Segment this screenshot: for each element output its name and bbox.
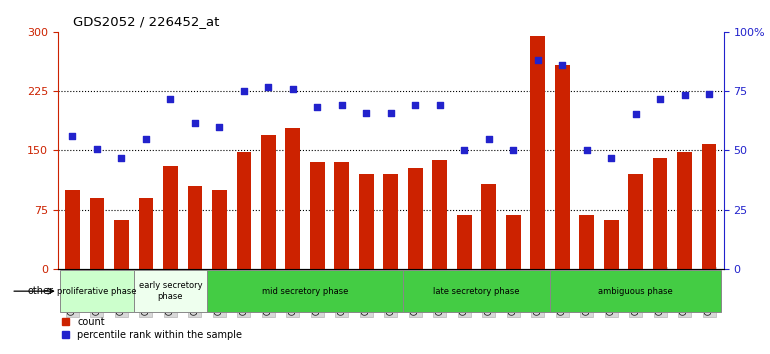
Bar bbox=[481, 184, 496, 269]
Bar bbox=[261, 135, 276, 269]
Bar bbox=[139, 198, 153, 269]
Bar bbox=[653, 158, 668, 269]
Point bbox=[678, 92, 691, 98]
Bar bbox=[628, 174, 643, 269]
Bar bbox=[408, 168, 423, 269]
Bar bbox=[163, 166, 178, 269]
Text: GDS2052 / 226452_at: GDS2052 / 226452_at bbox=[73, 15, 219, 28]
Point bbox=[434, 102, 446, 107]
Bar bbox=[114, 220, 129, 269]
Bar bbox=[383, 174, 398, 269]
FancyBboxPatch shape bbox=[207, 270, 403, 313]
Point bbox=[360, 110, 373, 115]
Bar bbox=[678, 152, 692, 269]
Point bbox=[654, 96, 666, 102]
Point bbox=[213, 124, 226, 130]
Point bbox=[139, 136, 152, 142]
Bar bbox=[433, 160, 447, 269]
Point bbox=[66, 133, 79, 139]
Point bbox=[286, 86, 299, 92]
Point bbox=[507, 148, 520, 153]
Point bbox=[605, 155, 618, 161]
Point bbox=[336, 102, 348, 107]
Bar bbox=[506, 215, 521, 269]
Text: proliferative phase: proliferative phase bbox=[57, 287, 137, 296]
Point bbox=[531, 57, 544, 62]
Text: early secretory
phase: early secretory phase bbox=[139, 281, 203, 301]
Bar bbox=[310, 162, 325, 269]
Text: late secretory phase: late secretory phase bbox=[434, 287, 520, 296]
Point bbox=[630, 111, 642, 117]
Bar bbox=[188, 186, 203, 269]
Bar bbox=[604, 220, 618, 269]
Point bbox=[409, 103, 421, 108]
Bar bbox=[286, 128, 300, 269]
Point bbox=[262, 84, 274, 90]
Point bbox=[164, 96, 176, 102]
Point bbox=[556, 62, 568, 68]
Point bbox=[581, 148, 593, 153]
Text: other: other bbox=[28, 286, 54, 296]
Legend: count, percentile rank within the sample: count, percentile rank within the sample bbox=[58, 313, 246, 344]
Bar bbox=[89, 198, 104, 269]
Point bbox=[116, 155, 128, 161]
Bar bbox=[359, 174, 373, 269]
Bar bbox=[555, 65, 570, 269]
Bar bbox=[701, 144, 716, 269]
Bar bbox=[334, 162, 349, 269]
FancyBboxPatch shape bbox=[134, 270, 207, 313]
Bar bbox=[65, 190, 80, 269]
Bar bbox=[212, 190, 226, 269]
Bar bbox=[236, 152, 251, 269]
Point bbox=[311, 104, 323, 110]
Bar bbox=[579, 215, 594, 269]
Bar bbox=[531, 36, 545, 269]
Point bbox=[384, 110, 397, 115]
Point bbox=[91, 146, 103, 152]
Bar bbox=[457, 215, 471, 269]
Text: ambiguous phase: ambiguous phase bbox=[598, 287, 673, 296]
FancyBboxPatch shape bbox=[403, 270, 550, 313]
Point bbox=[483, 136, 495, 142]
Point bbox=[703, 91, 715, 96]
Point bbox=[238, 88, 250, 94]
Text: mid secretory phase: mid secretory phase bbox=[262, 287, 348, 296]
FancyBboxPatch shape bbox=[550, 270, 721, 313]
Point bbox=[458, 148, 470, 153]
Point bbox=[189, 120, 201, 126]
FancyBboxPatch shape bbox=[60, 270, 134, 313]
